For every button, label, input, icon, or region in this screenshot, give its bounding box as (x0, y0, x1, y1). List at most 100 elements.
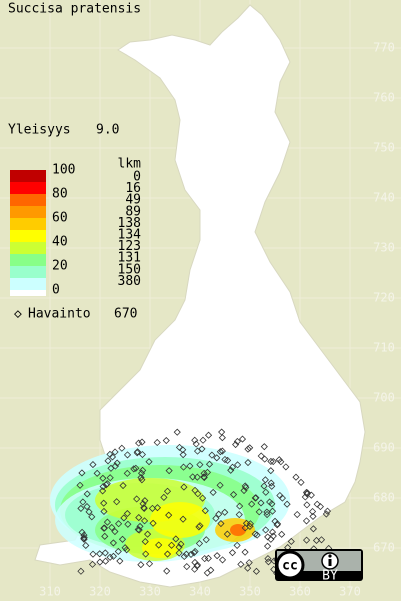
observation (309, 512, 317, 520)
observation (141, 538, 149, 546)
observation (209, 488, 217, 496)
observation (194, 490, 202, 498)
observation (101, 549, 109, 557)
legend-scale-label: 40 (52, 235, 68, 250)
observation (218, 434, 226, 442)
observation (111, 527, 119, 536)
observation (145, 560, 154, 568)
observation (111, 448, 119, 456)
observation (83, 503, 91, 511)
observation (253, 531, 261, 539)
x-label: 340 (189, 585, 211, 599)
legend-swatch (10, 170, 46, 182)
observation (267, 457, 275, 465)
observation (193, 473, 201, 481)
y-label: 740 (373, 191, 395, 205)
observation (116, 557, 124, 565)
observation (85, 508, 93, 516)
observation (255, 508, 263, 516)
observation (293, 510, 301, 519)
observation (139, 466, 147, 474)
license-badge: cc BY (275, 549, 363, 584)
observation (78, 469, 86, 477)
observation (261, 455, 269, 463)
observation (172, 535, 180, 543)
by-person (328, 559, 332, 566)
observation (179, 463, 188, 471)
observation (114, 547, 122, 556)
observation (215, 510, 223, 518)
observation (240, 486, 248, 495)
observation (138, 450, 146, 459)
observation (102, 481, 110, 489)
observation (104, 457, 112, 465)
observation (309, 525, 317, 533)
observation (278, 530, 286, 538)
observation (264, 555, 272, 563)
observation (251, 530, 259, 538)
observation (203, 468, 212, 476)
observation (297, 478, 305, 486)
by-head (328, 554, 332, 558)
observation (133, 495, 141, 503)
observation (175, 443, 184, 451)
frequency-label: Yleisyys (8, 123, 71, 138)
legend-swatch (10, 230, 46, 242)
legend-count: 49 (125, 193, 141, 208)
legend-count: 380 (118, 274, 141, 289)
observation (264, 558, 273, 566)
legend-swatch (10, 194, 46, 206)
observation (111, 462, 119, 470)
observation (123, 546, 131, 554)
legend-swatch (10, 278, 46, 290)
observation (89, 550, 97, 558)
observation (267, 479, 275, 487)
observation (227, 466, 235, 474)
observation (76, 481, 84, 489)
observation (77, 567, 85, 575)
observation (193, 447, 202, 455)
observation (260, 482, 268, 490)
observation (89, 461, 97, 469)
observation (82, 541, 90, 550)
observation (137, 473, 145, 482)
y-label: 680 (373, 491, 395, 505)
observation (262, 526, 270, 534)
observation (276, 491, 284, 500)
observation (241, 524, 249, 532)
observation (99, 487, 107, 495)
observation (106, 553, 114, 561)
observation (148, 504, 157, 512)
legend-swatch (10, 218, 46, 230)
observation (145, 458, 153, 466)
observation (123, 451, 132, 459)
observation-points (76, 428, 333, 578)
legend-scale-label: 60 (52, 211, 68, 226)
y-label: 700 (373, 391, 395, 405)
y-label: 760 (373, 91, 395, 105)
observation (212, 514, 220, 522)
heat-area (230, 524, 246, 536)
observation (123, 469, 131, 477)
observation (218, 447, 226, 455)
observation (245, 559, 253, 567)
observation (79, 498, 87, 506)
observation (199, 494, 207, 502)
observation (218, 556, 227, 564)
legend-swatch (10, 242, 46, 254)
x-label: 310 (39, 585, 61, 599)
observation (196, 461, 204, 469)
license-text: BY (322, 569, 338, 584)
observation (119, 481, 127, 490)
observation (96, 558, 104, 566)
observation (257, 499, 265, 507)
observation (139, 500, 147, 508)
legend-count: 150 (118, 262, 141, 277)
observation (268, 507, 277, 515)
observation (107, 464, 115, 472)
observation (208, 451, 216, 459)
observation (191, 436, 199, 444)
observation (200, 469, 208, 477)
observation (134, 448, 142, 456)
observation (99, 483, 107, 491)
